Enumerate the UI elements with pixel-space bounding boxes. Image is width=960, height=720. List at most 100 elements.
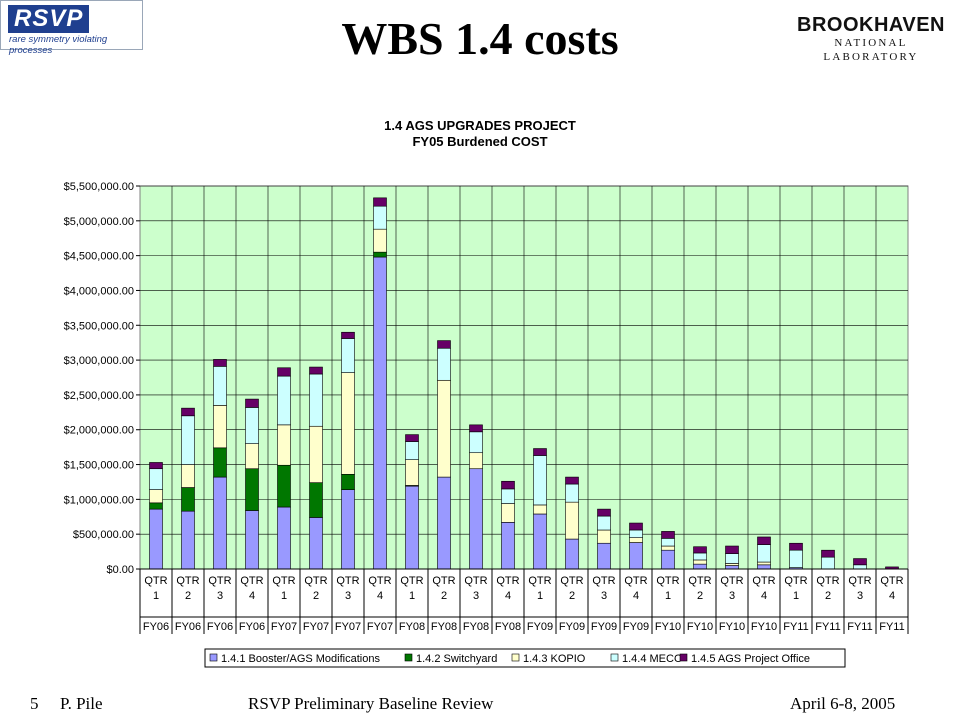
legend-label-2: 1.4.2 Switchyard — [416, 653, 497, 665]
x-tick-label-quarter: QTR 3 — [208, 575, 231, 602]
bar-segment-s5-q1 — [149, 462, 163, 470]
bar-segment-s4-q17 — [661, 538, 675, 547]
bar-segment-s3-q8 — [373, 228, 387, 253]
bar-segment-s3-q3 — [213, 405, 227, 449]
bar-segment-s4-q15 — [597, 515, 611, 531]
bar-segment-s1-q16 — [629, 542, 643, 570]
legend-label-5: 1.4.5 AGS Project Office — [691, 653, 810, 665]
legend-label-3: 1.4.3 KOPIO — [523, 653, 586, 665]
bar-segment-s3-q17 — [661, 545, 675, 551]
bar-segment-s1-q17 — [661, 549, 675, 570]
bar-segment-s4-q8 — [373, 205, 387, 230]
bar-segment-s4-q22 — [821, 556, 835, 570]
bar-segment-s4-q3 — [213, 366, 227, 406]
rsvp-logo: RSVP rare symmetry violating processes — [0, 0, 143, 56]
bar-segment-s3-q10 — [437, 379, 451, 478]
x-tick-label-year: FY08 — [431, 621, 457, 633]
bar-segment-s5-q10 — [437, 340, 451, 349]
x-tick-label-year: FY07 — [367, 621, 393, 633]
x-tick-label-quarter: QTR 4 — [880, 575, 903, 602]
x-tick-label-quarter: QTR 2 — [688, 575, 711, 602]
bar-segment-s3-q12 — [501, 503, 515, 523]
x-tick-label-year: FY10 — [751, 621, 777, 633]
x-tick-label-quarter: QTR 2 — [176, 575, 199, 602]
bar-segment-s4-q7 — [341, 338, 355, 373]
bar-segment-s5-q22 — [821, 549, 835, 558]
bar-segment-s1-q6 — [309, 517, 323, 570]
x-tick-label-quarter: QTR 1 — [144, 575, 167, 602]
bar-segment-s4-q11 — [469, 431, 483, 454]
footer-author: P. Pile — [60, 694, 103, 713]
x-tick-label-year: FY11 — [847, 621, 872, 633]
bar-segment-s3-q14 — [565, 501, 579, 540]
x-tick-label-year: FY08 — [399, 621, 425, 633]
bar-segment-s3-q9 — [405, 459, 419, 486]
brookhaven-logo: BROOKHAVEN NATIONAL LABORATORY — [786, 14, 956, 64]
x-tick-label-quarter: QTR 4 — [752, 575, 775, 602]
x-tick-label-quarter: QTR 4 — [368, 575, 391, 602]
x-tick-label-quarter: QTR 1 — [272, 575, 295, 602]
bar-segment-s1-q10 — [437, 476, 451, 570]
bar-segment-s5-q6 — [309, 366, 323, 375]
x-tick-label-quarter: QTR 4 — [496, 575, 519, 602]
bar-segment-s5-q18 — [693, 546, 707, 554]
x-tick-label-year: FY08 — [463, 621, 489, 633]
x-tick-label-quarter: QTR 3 — [720, 575, 743, 602]
chart-subtitle: FY05 Burdened COST — [412, 134, 547, 149]
bar-segment-s1-q5 — [277, 506, 291, 570]
bar-segment-s5-q5 — [277, 367, 291, 377]
bar-segment-s5-q14 — [565, 476, 579, 485]
legend-label-1: 1.4.1 Booster/AGS Modifications — [221, 653, 380, 665]
x-tick-label-year: FY10 — [719, 621, 745, 633]
rsvp-logo-subtitle: rare symmetry violating processes — [9, 34, 108, 56]
bar-segment-s2-q1 — [149, 502, 163, 510]
x-tick-label-year: FY07 — [335, 621, 361, 633]
x-tick-label-year: FY09 — [527, 621, 553, 633]
x-tick-label-year: FY09 — [591, 621, 617, 633]
bar-segment-s1-q9 — [405, 485, 419, 570]
bar-segment-s3-q15 — [597, 529, 611, 544]
bar-segment-s1-q11 — [469, 468, 483, 570]
slide-number: 5 — [30, 694, 39, 713]
y-tick-label: $4,000,000.00 — [64, 285, 134, 297]
bar-segment-s2-q6 — [309, 482, 323, 518]
x-tick-label-year: FY11 — [879, 621, 904, 633]
bar-segment-s4-q12 — [501, 488, 515, 504]
x-tick-label-year: FY11 — [815, 621, 840, 633]
footer-review-title: RSVP Preliminary Baseline Review — [248, 694, 494, 713]
chart-title: 1.4 AGS UPGRADES PROJECT — [384, 118, 576, 133]
x-tick-label-year: FY09 — [623, 621, 649, 633]
bar-segment-s3-q18 — [693, 559, 707, 565]
bar-segment-s3-q6 — [309, 425, 323, 483]
x-tick-label-year: FY06 — [239, 621, 265, 633]
bar-segment-s4-q20 — [757, 544, 771, 563]
brookhaven-logo-name: BROOKHAVEN — [797, 14, 945, 36]
bar-segment-s3-q19 — [725, 563, 739, 566]
legend-swatch-5 — [679, 653, 688, 662]
x-tick-label-quarter: QTR 2 — [816, 575, 839, 602]
legend — [204, 648, 846, 668]
bar-segment-s2-q2 — [181, 487, 195, 512]
bar-segment-s1-q1 — [149, 508, 163, 570]
y-tick-label: $3,000,000.00 — [64, 355, 134, 367]
x-tick-label-quarter: QTR 1 — [528, 575, 551, 602]
bar-segment-s5-q19 — [725, 545, 739, 554]
y-tick-label: $2,500,000.00 — [64, 390, 134, 402]
rsvp-logo-mark: RSVP — [8, 5, 90, 33]
bar-segment-s1-q7 — [341, 489, 355, 570]
bar-segment-s2-q3 — [213, 447, 227, 478]
bar-segment-s1-q18 — [693, 563, 707, 570]
bar-segment-s5-q7 — [341, 331, 355, 339]
bar-segment-s1-q14 — [565, 538, 579, 570]
footer-date: April 6-8, 2005 — [790, 694, 896, 713]
bar-segment-s5-q11 — [469, 424, 483, 433]
x-tick-label-year: FY10 — [655, 621, 681, 633]
x-tick-label-quarter: QTR 2 — [304, 575, 327, 602]
brookhaven-logo-subtitle: NATIONAL LABORATORY — [823, 37, 919, 63]
legend-swatch-1 — [209, 653, 218, 662]
bar-segment-s1-q12 — [501, 522, 515, 570]
x-tick-label-quarter: QTR 3 — [592, 575, 615, 602]
x-tick-label-year: FY08 — [495, 621, 521, 633]
bar-segment-s4-q4 — [245, 407, 259, 444]
x-tick-label-year: FY07 — [271, 621, 297, 633]
